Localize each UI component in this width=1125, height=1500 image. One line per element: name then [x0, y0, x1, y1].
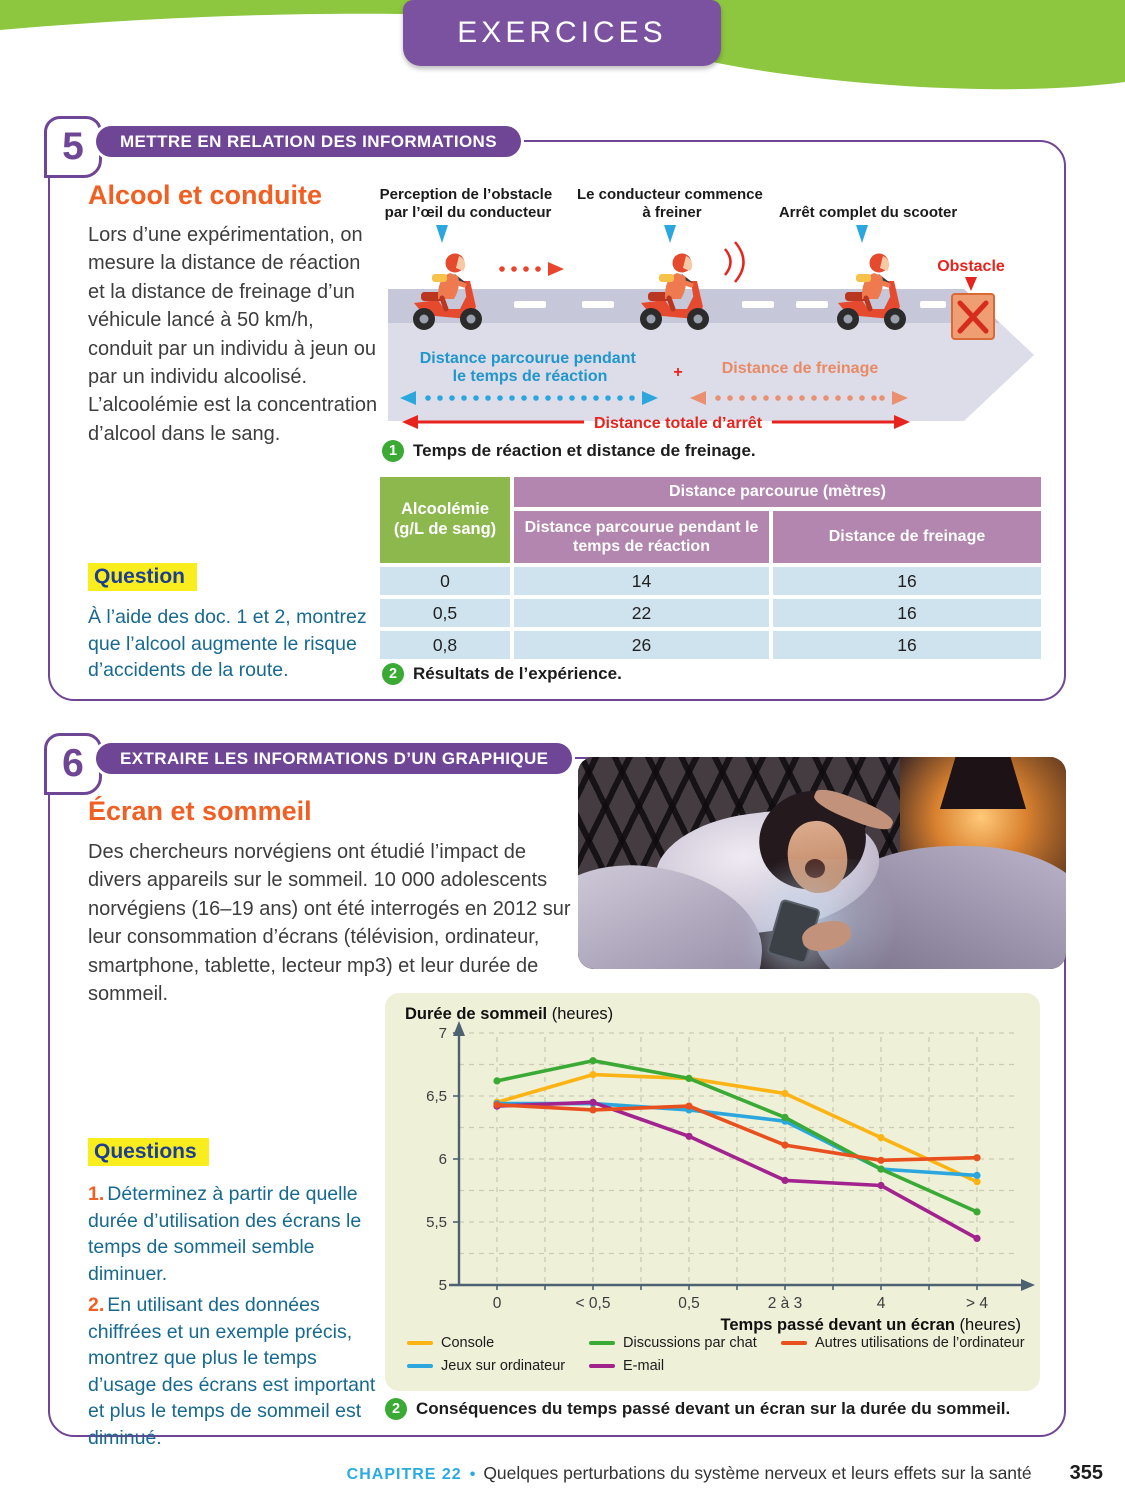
- table-cell: 16: [773, 631, 1041, 659]
- legend-label: Jeux sur ordinateur: [441, 1358, 566, 1374]
- pointer-arrow-icon: [856, 225, 868, 243]
- pointer-arrow-icon: [664, 225, 676, 243]
- exercise-6-question-1: 1. Déterminez à partir de quelle durée d’…: [88, 1183, 362, 1285]
- legend-label: Autres utilisations de l’ordinateur: [815, 1335, 1025, 1351]
- exercise-5-number-badge: 5: [44, 116, 102, 178]
- svg-text:Distance totale d’arrêt: Distance totale d’arrêt: [594, 415, 763, 432]
- svg-text:5,5: 5,5: [426, 1214, 447, 1231]
- exercise-5-title: Alcool et conduite: [88, 180, 323, 210]
- doc-number-badge: 1: [382, 440, 404, 462]
- yawning-mouth: [804, 858, 826, 878]
- label-brake: Le conducteur commence à freiner: [577, 186, 767, 221]
- exercise-6-question-2: 2. En utilisant des données chiffrées et …: [88, 1294, 376, 1449]
- doc-number-badge: 2: [382, 663, 404, 685]
- legend-item: Jeux sur ordinateur: [407, 1358, 589, 1374]
- exercise-6-intro: Des chercheurs norvégiens ont étudié l’i…: [88, 841, 571, 1005]
- legend-label: E-mail: [623, 1358, 665, 1374]
- brake-signal-icon: [724, 241, 745, 283]
- chapter-title: Quelques perturbations du système nerveu…: [483, 1463, 1032, 1483]
- legend-color-dash: [781, 1341, 807, 1345]
- table-cell: 0,8: [380, 631, 510, 659]
- chapter-label: CHAPITRE 22: [346, 1466, 462, 1483]
- column-header-freinage: Distance de freinage: [773, 511, 1041, 563]
- alcohol-results-table: Alcoolémie (g/L de sang) Distance parcou…: [380, 477, 1041, 659]
- phone-screen-glow: [724, 858, 920, 969]
- svg-text:< 0,5: < 0,5: [576, 1295, 611, 1312]
- label-stop: Arrêt complet du scooter: [779, 204, 958, 221]
- motion-dots-icon: [499, 262, 564, 276]
- svg-text:0: 0: [493, 1295, 502, 1312]
- svg-text:> 4: > 4: [966, 1295, 988, 1312]
- svg-text:5: 5: [439, 1277, 447, 1294]
- pointer-arrow-icon: [436, 225, 448, 243]
- header-wave: [0, 0, 1125, 90]
- label-perception: Perception de l’obstacle par l’œil du co…: [380, 186, 556, 221]
- group-header-distance: Distance parcourue (mètres): [514, 477, 1041, 507]
- exercise-5-skill-pill: METTRE EN RELATION DES INFORMATIONS: [96, 126, 521, 157]
- doc1-caption: 1 Temps de réaction et distance de frein…: [382, 440, 756, 462]
- exercise-5-question-label: Question: [88, 563, 198, 591]
- column-header-alcoolemie: Alcoolémie (g/L de sang): [380, 477, 510, 563]
- total-distance-arrow: Distance totale d’arrêt: [402, 415, 910, 432]
- svg-text:2 à 3: 2 à 3: [768, 1295, 802, 1312]
- legend-item: E-mail: [589, 1358, 781, 1374]
- plus-sign: +: [673, 364, 682, 381]
- legend-color-dash: [589, 1341, 615, 1345]
- table-cell: 16: [773, 567, 1041, 595]
- exercise-6-skill-pill: EXTRAIRE LES INFORMATIONS D’UN GRAPHIQUE: [96, 743, 573, 774]
- doc2-graph-caption: 2 Conséquences du temps passé devant un …: [385, 1398, 1010, 1420]
- column-header-reaction: Distance parcourue pendant le temps de r…: [514, 511, 769, 563]
- legend-color-dash: [407, 1364, 433, 1368]
- exercise-5-question: À l’aide des doc. 1 et 2, montrez que l’…: [88, 606, 367, 682]
- page-banner-title: EXERCICES: [457, 16, 667, 49]
- svg-text:4: 4: [877, 1295, 886, 1312]
- table-cell: 0,5: [380, 599, 510, 627]
- legend-label: Discussions par chat: [623, 1335, 757, 1351]
- svg-text:6: 6: [439, 1151, 447, 1168]
- lamp-shade: [940, 757, 1026, 809]
- footer-separator: •: [469, 1466, 476, 1483]
- exercise-5-intro: Lors d’une expérimentation, on mesure la…: [88, 224, 378, 445]
- legend-item: Discussions par chat: [589, 1335, 781, 1351]
- svg-text:Temps passé devant un écran (h: Temps passé devant un écran (heures): [721, 1316, 1022, 1334]
- page-banner: EXERCICES: [403, 0, 721, 66]
- table-cell: 22: [514, 599, 769, 627]
- legend-color-dash: [589, 1364, 615, 1368]
- photo-teen-phone-in-bed: [578, 757, 1066, 969]
- svg-text:Durée de sommeil (heures): Durée de sommeil (heures): [405, 1005, 613, 1023]
- label-obstacle: Obstacle: [937, 258, 1005, 275]
- reaction-distance-arrow: [400, 391, 658, 405]
- page-number: 355: [1069, 1462, 1103, 1484]
- doc2-caption: 2 Résultats de l’expérience.: [382, 663, 622, 685]
- exercise-6-number-badge: 6: [44, 733, 102, 795]
- legend-item: Autres utilisations de l’ordinateur: [781, 1335, 1027, 1351]
- pointer-arrow-icon: [965, 277, 977, 291]
- table-cell: 14: [514, 567, 769, 595]
- exercise-6-title: Écran et sommeil: [88, 796, 312, 826]
- svg-text:6,5: 6,5: [426, 1088, 447, 1105]
- obstacle-x-icon: [957, 300, 989, 334]
- legend-color-dash: [407, 1341, 433, 1345]
- sleep-duration-chart: 5 5,5 6 6,5 7 0 < 0,5 0,5 2 à 3 4 > 4 Durée de somm…: [405, 1005, 1035, 1334]
- svg-text:7: 7: [439, 1025, 447, 1042]
- exercise-6-questions-label: Questions: [88, 1138, 209, 1166]
- table-cell: 16: [773, 599, 1041, 627]
- label-reaction-distance: Distance parcourue pendant le temps de r…: [420, 350, 641, 385]
- table-cell: 26: [514, 631, 769, 659]
- braking-distance-arrow: [690, 391, 908, 405]
- svg-text:0,5: 0,5: [678, 1295, 700, 1312]
- sleep-chart-panel: 5 5,5 6 6,5 7 0 < 0,5 0,5 2 à 3 4 > 4 Durée de somm…: [385, 993, 1040, 1391]
- page-footer: CHAPITRE 22 • Quelques perturbations du …: [0, 1462, 1103, 1485]
- doc-number-badge: 2: [385, 1398, 407, 1420]
- braking-distance-diagram: Perception de l’obstacle par l’œil du co…: [380, 186, 1034, 432]
- label-braking-distance: Distance de freinage: [722, 360, 879, 377]
- legend-item: Console: [407, 1335, 589, 1351]
- chart-legend: Console Discussions par chat Autres utilis…: [407, 1335, 1027, 1381]
- legend-label: Console: [441, 1335, 495, 1351]
- lane-markings: [514, 301, 946, 308]
- table-cell: 0: [380, 567, 510, 595]
